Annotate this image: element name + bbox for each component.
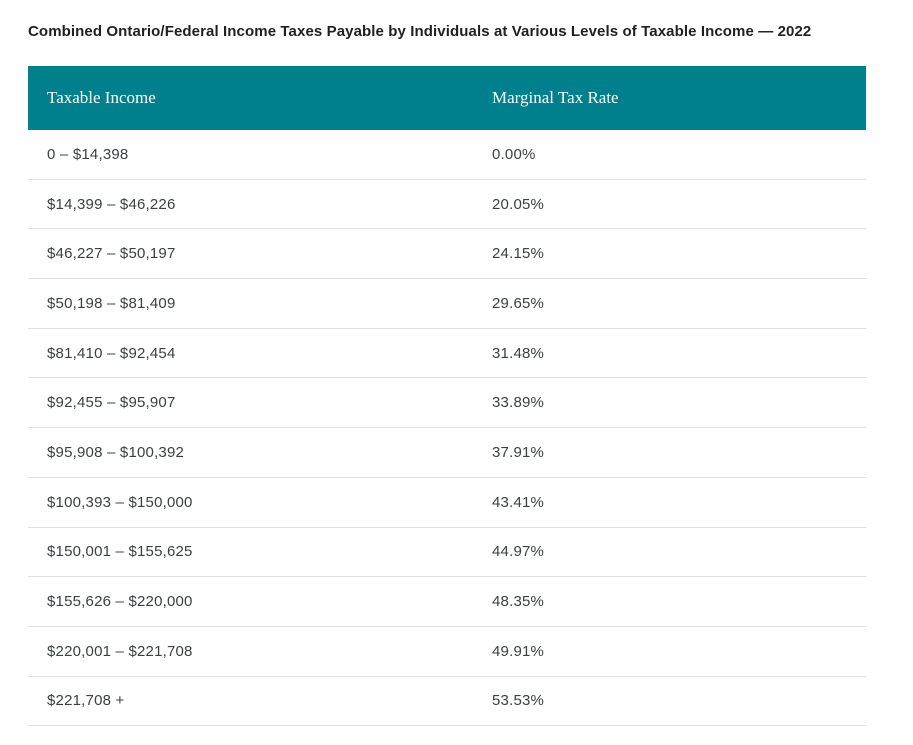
article-content: Combined Ontario/Federal Income Taxes Pa… xyxy=(28,0,866,727)
income-range-cell: $46,227 – $50,197 xyxy=(47,245,176,263)
table-header-row: Taxable Income Marginal Tax Rate xyxy=(28,66,866,130)
table-row: 0 – $14,398 0.00% xyxy=(28,130,866,180)
tax-rate-cell: 29.65% xyxy=(492,294,545,312)
table-row: $50,198 – $81,409 29.65% xyxy=(28,279,866,329)
tax-rate-cell: 49.91% xyxy=(492,642,545,660)
page-title: Combined Ontario/Federal Income Taxes Pa… xyxy=(28,23,812,40)
table-row: $220,001 – $221,708 49.91% xyxy=(28,626,866,677)
table-row: $95,908 – $100,392 37.91% xyxy=(28,428,866,478)
table-row: $46,227 – $50,197 24.15% xyxy=(28,229,866,280)
income-range-cell: $220,001 – $221,708 xyxy=(47,642,193,660)
income-range-cell: $95,908 – $100,392 xyxy=(47,443,185,461)
tax-rate-cell: 33.89% xyxy=(492,394,545,412)
tax-rate-cell: 24.15% xyxy=(492,245,545,263)
table-row: $81,410 – $92,454 31.48% xyxy=(28,328,866,379)
tax-rate-cell: 44.97% xyxy=(492,543,545,561)
tax-rate-cell: 20.05% xyxy=(492,195,545,213)
column-header-taxable-income: Taxable Income xyxy=(47,88,156,107)
income-range-cell: $150,001 – $155,625 xyxy=(47,543,193,561)
income-range-cell: $92,455 – $95,907 xyxy=(47,394,176,412)
income-range-cell: 0 – $14,398 xyxy=(47,145,129,163)
table-row: $14,399 – $46,226 20.05% xyxy=(28,179,866,230)
column-header-marginal-tax-rate: Marginal Tax Rate xyxy=(492,88,619,107)
table-row: $100,393 – $150,000 43.41% xyxy=(28,477,866,528)
income-range-cell: $221,708 + xyxy=(47,692,125,710)
income-range-cell: $155,626 – $220,000 xyxy=(47,593,193,611)
income-range-cell: $100,393 – $150,000 xyxy=(47,493,193,511)
table-row: $150,001 – $155,625 44.97% xyxy=(28,527,866,578)
tax-rate-cell: 48.35% xyxy=(492,593,545,611)
tax-rate-cell: 43.41% xyxy=(492,493,545,511)
income-range-cell: $81,410 – $92,454 xyxy=(47,344,176,362)
table-row: $92,455 – $95,907 33.89% xyxy=(28,378,866,429)
tax-table: Taxable Income Marginal Tax Rate 0 – $14… xyxy=(28,66,866,727)
tax-rate-cell: 0.00% xyxy=(492,145,536,163)
tax-rate-cell: 31.48% xyxy=(492,344,545,362)
tax-rate-cell: 37.91% xyxy=(492,443,545,461)
table-row: $155,626 – $220,000 48.35% xyxy=(28,577,866,627)
income-range-cell: $50,198 – $81,409 xyxy=(47,294,176,312)
table-row: $221,708 + 53.53% xyxy=(28,676,866,727)
tax-rate-cell: 53.53% xyxy=(492,692,545,710)
income-range-cell: $14,399 – $46,226 xyxy=(47,195,176,213)
